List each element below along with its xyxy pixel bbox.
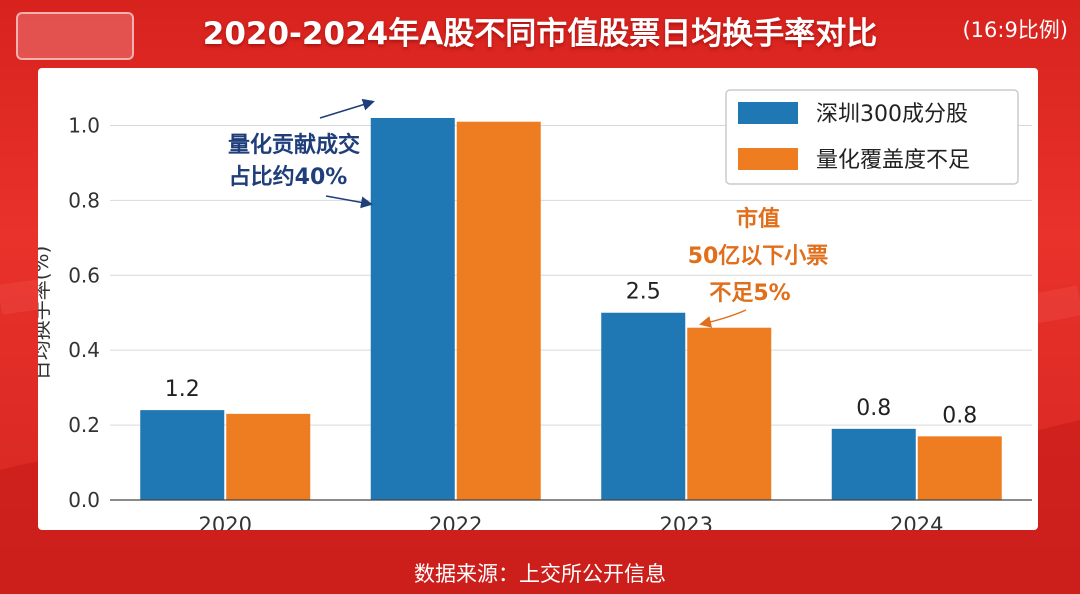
bar-data-label: 0.8: [856, 396, 891, 421]
legend-swatch-series2: [738, 148, 798, 170]
annotation-small-cap-line2: 50亿以下小票: [688, 244, 829, 269]
bar-data-label: 0.8: [942, 403, 977, 428]
y-tick-label: 0.4: [68, 338, 100, 362]
bar-series2-2022: [456, 121, 541, 500]
y-tick-label: 0.0: [68, 488, 100, 512]
x-tick-label: 2020: [199, 513, 252, 530]
y-tick-label: 0.6: [68, 263, 100, 287]
bar-data-label: 2.5: [626, 280, 661, 305]
chart-panel: 0.0 0.2 0.4 0.6 0.8 1.0 1.2 2.5 0.8 0.8 2020 2022…: [29, 68, 1038, 537]
legend-swatch-series1: [738, 102, 798, 124]
annotation-quant-share-line1: 量化贡献成交: [228, 132, 360, 158]
bar-series1-2023: [601, 312, 686, 500]
bar-series1-2020: [140, 410, 225, 500]
aspect-ratio-note: (16:9比例): [962, 18, 1068, 42]
annotation-small-cap-line3: 不足5%: [709, 281, 790, 306]
x-tick-label: 2022: [429, 513, 482, 530]
legend-label-series2: 量化覆盖度不足: [816, 148, 970, 173]
legend: 深圳300成分股 量化覆盖度不足: [725, 89, 1019, 185]
annotation-arrow-up: [319, 98, 375, 119]
annotation-quant-share: 量化贡献成交 占比约40%: [228, 98, 375, 209]
annotation-quant-share-line2: 占比约40%: [229, 164, 348, 190]
y-tick-label: 0.8: [68, 188, 100, 212]
bar-chart: 0.0 0.2 0.4 0.6 0.8 1.0 1.2 2.5 0.8 0.8 2020 2022…: [29, 89, 1032, 537]
data-source: 数据来源：上交所公开信息: [414, 562, 666, 586]
bar-data-label: 1.2: [165, 377, 200, 402]
bar-series2-2023: [687, 327, 772, 500]
x-tick-label: 2023: [660, 513, 713, 530]
bar-series1-2024: [831, 428, 916, 500]
y-tick-label: 0.2: [68, 413, 100, 437]
bar-series2-2020: [226, 413, 311, 500]
bar-series2-2024: [917, 436, 1002, 500]
blurred-logo: [16, 12, 134, 60]
annotation-arrow-small-cap: [699, 309, 747, 328]
x-tick-label: 2024: [890, 513, 943, 530]
annotation-arrow-down: [325, 195, 373, 209]
y-axis-label: 日均换手率(%): [38, 246, 53, 381]
annotation-small-cap: 市值 50亿以下小票 不足5%: [688, 206, 829, 328]
bar-series1-2022: [370, 117, 455, 501]
annotation-small-cap-line1: 市值: [736, 206, 780, 232]
legend-label-series1: 深圳300成分股: [816, 102, 968, 127]
y-tick-label: 1.0: [68, 113, 100, 137]
page-title: 2020-2024年A股不同市值股票日均换手率对比: [202, 16, 878, 52]
